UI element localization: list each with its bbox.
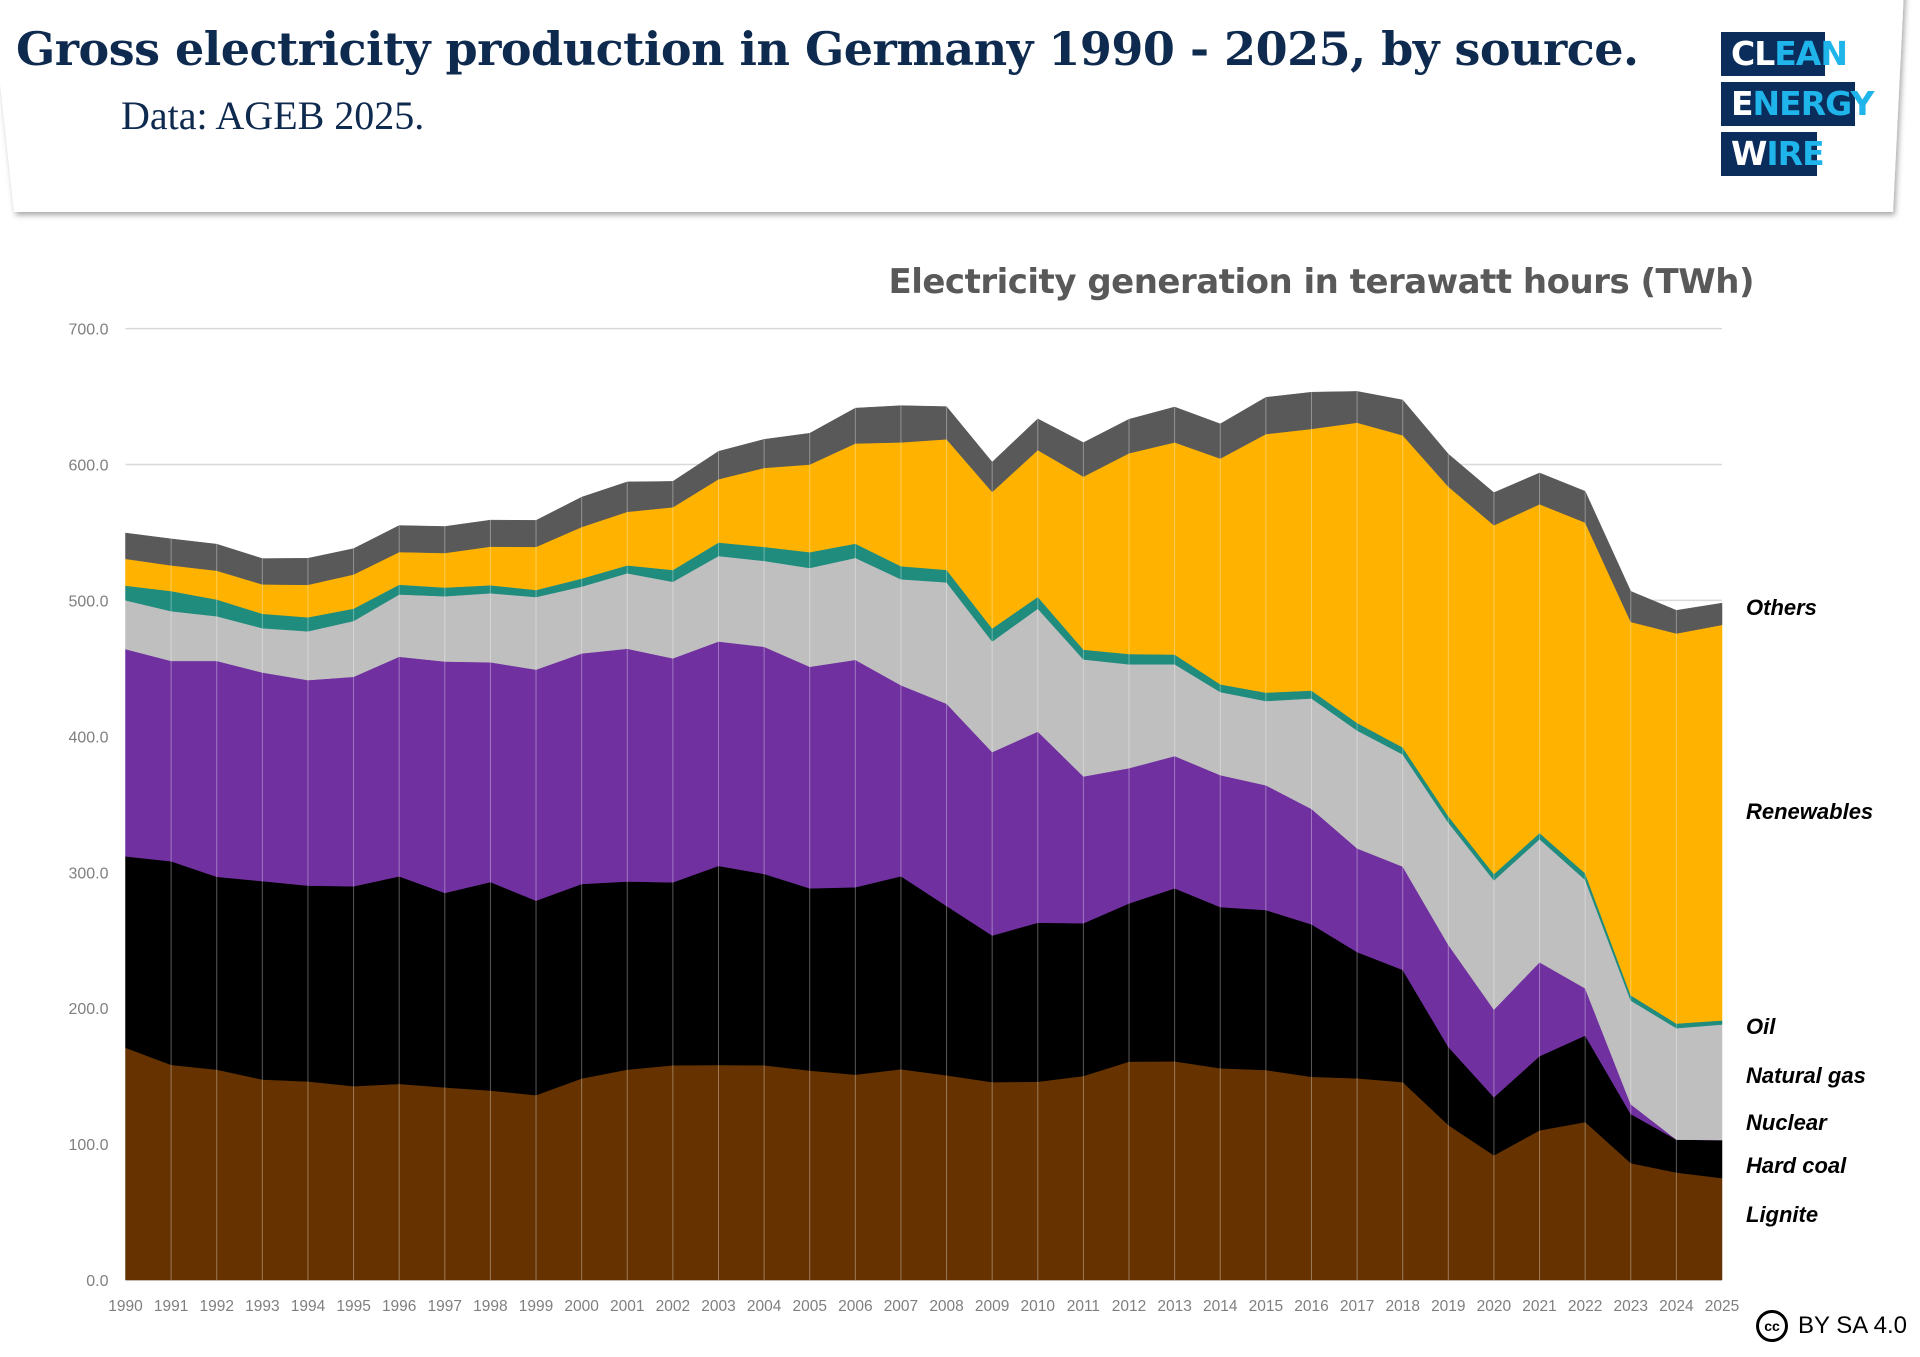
page-subtitle: Data: AGEB 2025. bbox=[121, 93, 425, 138]
y-tick-label: 500.0 bbox=[68, 593, 108, 610]
x-tick-label: 1991 bbox=[154, 1298, 188, 1315]
x-tick-label: 2007 bbox=[884, 1298, 918, 1315]
series-label-others: Others bbox=[1746, 595, 1817, 620]
x-tick-label: 2009 bbox=[975, 1298, 1009, 1315]
y-tick-label: 300.0 bbox=[68, 865, 108, 882]
x-tick-label: 2010 bbox=[1021, 1298, 1056, 1315]
logo-line-clean: CLEAN bbox=[1721, 32, 1848, 76]
y-tick-label: 400.0 bbox=[68, 729, 108, 746]
series-label-oil: Oil bbox=[1746, 1014, 1776, 1039]
series-label-natural-gas: Natural gas bbox=[1746, 1063, 1866, 1088]
x-tick-label: 1997 bbox=[428, 1298, 462, 1315]
y-tick-label: 100.0 bbox=[68, 1137, 108, 1154]
x-tick-label: 2024 bbox=[1659, 1298, 1694, 1315]
x-tick-label: 2000 bbox=[564, 1298, 599, 1315]
y-tick-label: 200.0 bbox=[68, 1001, 108, 1018]
logo-line-wire: WIRE bbox=[1721, 132, 1825, 176]
clean-energy-wire-logo: CLEAN ENERGY WIRE bbox=[1721, 32, 1874, 182]
header-panel bbox=[0, 0, 1904, 212]
x-tick-label: 1993 bbox=[245, 1298, 279, 1315]
x-tick-label: 1995 bbox=[336, 1298, 370, 1315]
x-tick-label: 2021 bbox=[1522, 1298, 1556, 1315]
x-tick-label: 2003 bbox=[701, 1298, 735, 1315]
x-tick-label: 2020 bbox=[1477, 1298, 1512, 1315]
license: cc BY SA 4.0 bbox=[1756, 1310, 1907, 1342]
x-tick-label: 2023 bbox=[1614, 1298, 1648, 1315]
y-tick-label: 700.0 bbox=[68, 322, 108, 339]
x-tick-label: 1992 bbox=[199, 1298, 233, 1315]
x-tick-label: 1999 bbox=[519, 1298, 553, 1315]
x-tick-label: 2019 bbox=[1431, 1298, 1465, 1315]
x-tick-label: 2002 bbox=[656, 1298, 690, 1315]
x-tick-label: 2017 bbox=[1340, 1298, 1374, 1315]
x-tick-label: 2025 bbox=[1705, 1298, 1739, 1315]
x-tick-label: 2011 bbox=[1067, 1298, 1100, 1315]
x-tick-label: 1996 bbox=[382, 1298, 416, 1315]
x-tick-label: 2018 bbox=[1385, 1298, 1419, 1315]
x-tick-label: 2012 bbox=[1112, 1298, 1146, 1315]
creative-commons-icon: cc bbox=[1756, 1310, 1788, 1342]
area-others bbox=[125, 391, 1723, 634]
x-tick-label: 2016 bbox=[1294, 1298, 1328, 1315]
series-label-nuclear: Nuclear bbox=[1746, 1110, 1827, 1135]
series-label-lignite: Lignite bbox=[1746, 1202, 1819, 1227]
page-title: Gross electricity production in Germany … bbox=[16, 22, 1639, 76]
x-tick-label: 1998 bbox=[473, 1298, 507, 1315]
series-label-hard-coal: Hard coal bbox=[1746, 1153, 1847, 1178]
x-tick-label: 2013 bbox=[1157, 1298, 1191, 1315]
x-tick-label: 2014 bbox=[1203, 1298, 1238, 1315]
license-text: BY SA 4.0 bbox=[1798, 1312, 1907, 1339]
x-tick-label: 2008 bbox=[929, 1298, 963, 1315]
x-tick-label: 2005 bbox=[792, 1298, 826, 1315]
x-tick-label: 2006 bbox=[838, 1298, 872, 1315]
series-label-renewables: Renewables bbox=[1746, 799, 1874, 824]
x-tick-label: 2001 bbox=[610, 1298, 644, 1315]
x-tick-label: 2015 bbox=[1249, 1298, 1283, 1315]
logo-line-energy: ENERGY bbox=[1721, 82, 1874, 126]
x-tick-label: 1994 bbox=[291, 1298, 326, 1315]
y-tick-label: 0.0 bbox=[86, 1273, 108, 1290]
chart-title: Electricity generation in terawatt hours… bbox=[888, 262, 1754, 302]
y-tick-label: 600.0 bbox=[68, 458, 108, 475]
x-tick-label: 1990 bbox=[108, 1298, 143, 1315]
x-tick-label: 2004 bbox=[747, 1298, 782, 1315]
x-tick-label: 2022 bbox=[1568, 1298, 1602, 1315]
